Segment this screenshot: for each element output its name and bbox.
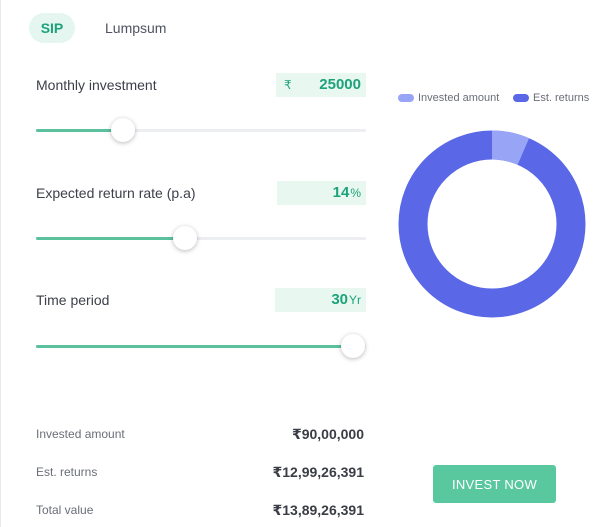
monthly-investment-label: Monthly investment bbox=[36, 77, 157, 93]
return-rate-slider[interactable] bbox=[36, 226, 366, 250]
return-rate-input[interactable]: 14% bbox=[277, 181, 366, 205]
time-period-input[interactable]: 30Yr bbox=[275, 288, 366, 312]
panel-border bbox=[0, 0, 1, 527]
legend-returns: Est. returns bbox=[513, 92, 589, 104]
monthly-investment-value: 25000 bbox=[319, 76, 361, 93]
invested-segment bbox=[398, 130, 586, 318]
time-period-slider[interactable] bbox=[36, 334, 366, 358]
returns-segment bbox=[398, 130, 586, 318]
est-returns-label: Est. returns bbox=[36, 465, 98, 479]
return-rate-label: Expected return rate (p.a) bbox=[36, 185, 196, 201]
returns-swatch bbox=[513, 94, 529, 102]
time-period-value: 30 bbox=[331, 291, 348, 308]
invested-amount-value: ₹90,00,000 bbox=[291, 426, 364, 442]
total-value-value: ₹13,89,26,391 bbox=[272, 502, 365, 518]
slider-thumb[interactable] bbox=[172, 226, 197, 250]
slider-fill bbox=[36, 237, 185, 240]
tab-sip[interactable]: SIP bbox=[29, 13, 75, 43]
invest-now-button[interactable]: INVEST NOW bbox=[433, 465, 556, 503]
year-unit: Yr bbox=[349, 293, 361, 307]
time-period-label: Time period bbox=[36, 292, 110, 308]
monthly-investment-slider[interactable] bbox=[36, 118, 366, 142]
invested-amount-label: Invested amount bbox=[36, 427, 125, 441]
monthly-investment-input[interactable]: ₹ 25000 bbox=[276, 73, 366, 97]
est-returns-value: ₹12,99,26,391 bbox=[272, 464, 365, 480]
slider-thumb[interactable] bbox=[111, 118, 136, 142]
legend-invested: Invested amount bbox=[398, 92, 499, 104]
total-value-label: Total value bbox=[36, 503, 94, 517]
legend-returns-label: Est. returns bbox=[533, 92, 590, 104]
percent-unit: % bbox=[350, 186, 361, 200]
slider-thumb[interactable] bbox=[340, 334, 365, 358]
slider-fill bbox=[36, 345, 353, 348]
invested-swatch bbox=[398, 94, 414, 102]
rupee-icon: ₹ bbox=[284, 78, 292, 92]
slider-fill bbox=[36, 129, 124, 132]
legend-invested-label: Invested amount bbox=[418, 92, 500, 104]
donut-chart bbox=[398, 130, 586, 318]
tab-lumpsum[interactable]: Lumpsum bbox=[105, 20, 167, 36]
return-rate-value: 14 bbox=[332, 184, 350, 201]
